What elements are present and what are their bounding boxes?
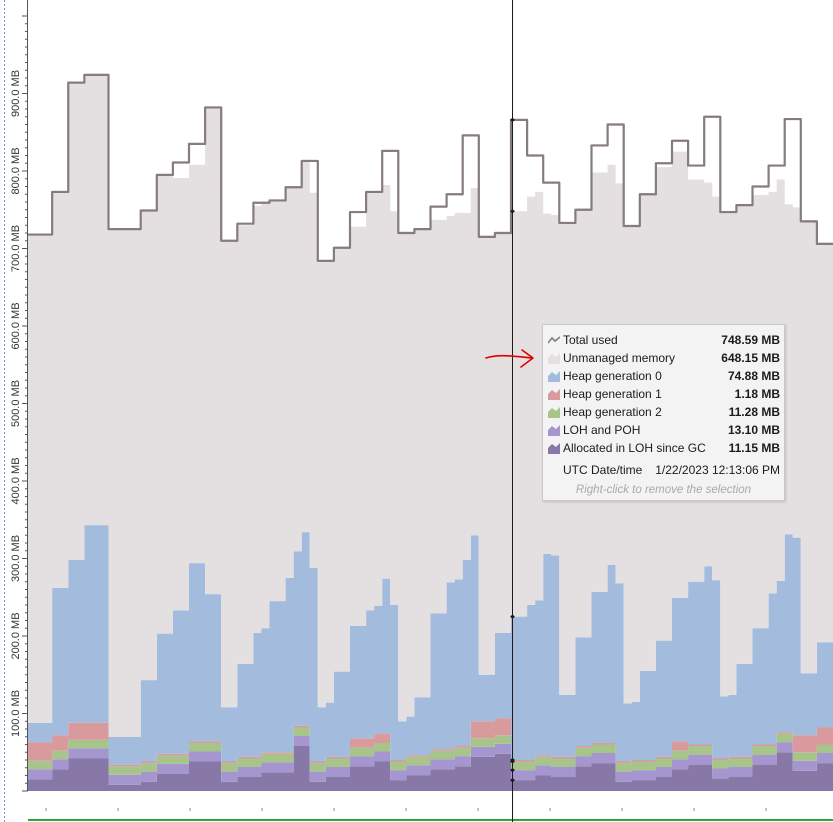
tooltip-row-heap-gen0: Heap generation 0 74.88 MB bbox=[543, 367, 784, 385]
tooltip-row-datetime: UTC Date/time 1/22/2023 12:13:06 PM bbox=[543, 461, 784, 479]
area-series-icon bbox=[548, 371, 560, 382]
area-series-icon bbox=[548, 389, 560, 400]
y-tick-label: 900.0 MB bbox=[10, 70, 22, 117]
tooltip-label: LOH and POH bbox=[563, 423, 641, 437]
selection-point-dot bbox=[510, 778, 515, 782]
selection-point-dot bbox=[510, 758, 515, 762]
area-series-icon bbox=[548, 443, 560, 454]
remove-selection-hint: Right-click to remove the selection bbox=[575, 484, 752, 496]
annotation-arrow-head bbox=[520, 349, 534, 368]
y-tick-label: 600.0 MB bbox=[10, 302, 22, 349]
tooltip-row-unmanaged-memory: Unmanaged memory 648.15 MB bbox=[543, 349, 784, 367]
tooltip-row-loh-poh: LOH and POH 13.10 MB bbox=[543, 421, 784, 439]
tooltip-label: Heap generation 0 bbox=[563, 369, 662, 383]
selection-point-dot bbox=[510, 118, 515, 122]
selection-tooltip: Total used 748.59 MB Unmanaged memory 64… bbox=[542, 324, 785, 501]
area-series-icon bbox=[548, 353, 560, 364]
y-tick-label: 200.0 MB bbox=[10, 612, 22, 659]
annotation-arrow-shaft bbox=[485, 354, 533, 359]
tooltip-row-heap-gen2: Heap generation 2 11.28 MB bbox=[543, 403, 784, 421]
tooltip-value: 74.88 MB bbox=[727, 369, 780, 383]
selection-point-dot bbox=[510, 768, 515, 772]
tooltip-label: Total used bbox=[563, 333, 618, 347]
tooltip-value: 1.18 MB bbox=[734, 387, 780, 401]
y-tick-label: 300.0 MB bbox=[10, 535, 22, 582]
tooltip-label: Heap generation 2 bbox=[563, 405, 662, 419]
selection-point-dot bbox=[510, 615, 515, 619]
tooltip-value: 13.10 MB bbox=[727, 423, 780, 437]
series-line-total-used bbox=[28, 73, 833, 262]
tooltip-label: Heap generation 1 bbox=[563, 387, 662, 401]
tooltip-value: 11.15 MB bbox=[728, 441, 780, 455]
y-tick-label: 400.0 MB bbox=[10, 457, 22, 504]
tooltip-label: Allocated in LOH since GC bbox=[563, 441, 706, 455]
line-series-icon bbox=[548, 336, 560, 344]
tooltip-value: 748.59 MB bbox=[721, 333, 780, 347]
tooltip-row-total-used: Total used 748.59 MB bbox=[543, 331, 784, 349]
tooltip-row-allocated-loh: Allocated in LOH since GC 11.15 MB bbox=[543, 439, 784, 457]
timeline-bar[interactable] bbox=[28, 819, 833, 821]
y-tick-label: 800.0 MB bbox=[10, 147, 22, 194]
area-series-icon bbox=[548, 407, 560, 418]
selection-point-dot bbox=[510, 209, 515, 213]
datetime-value: 1/22/2023 12:13:06 PM bbox=[655, 463, 780, 477]
tooltip-row-heap-gen1: Heap generation 1 1.18 MB bbox=[543, 385, 784, 403]
tooltip-value: 648.15 MB bbox=[721, 351, 780, 365]
area-series-icon bbox=[548, 425, 560, 436]
y-tick-label: 500.0 MB bbox=[10, 380, 22, 427]
y-tick-label: 100.0 MB bbox=[10, 690, 22, 737]
area-above-total bbox=[28, 0, 833, 260]
y-tick-label: 700.0 MB bbox=[10, 225, 22, 272]
tooltip-value: 11.28 MB bbox=[728, 405, 780, 419]
tooltip-label: Unmanaged memory bbox=[563, 351, 676, 365]
datetime-label: UTC Date/time bbox=[563, 463, 643, 477]
